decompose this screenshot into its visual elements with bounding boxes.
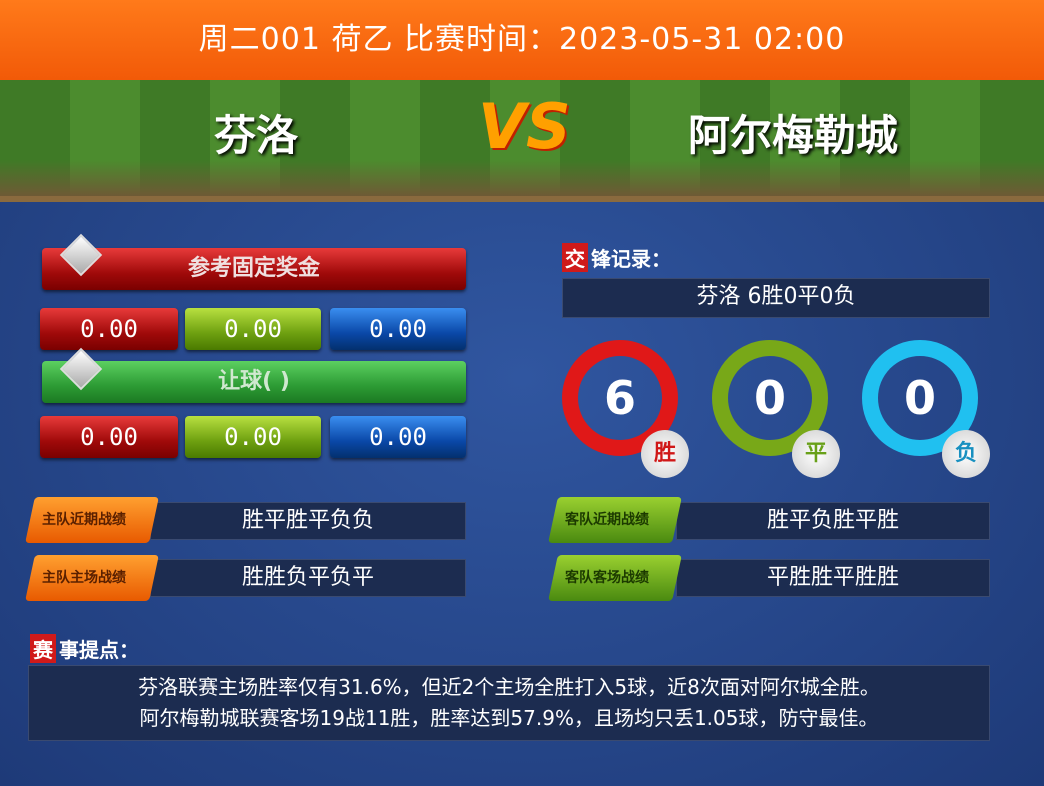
- home-recent-form: 胜平胜平负负: [150, 502, 466, 540]
- away-away-label: 客队客场战绩: [548, 555, 682, 601]
- home-team: 芬洛: [214, 111, 299, 160]
- handicap-odds-loss[interactable]: 0.00: [330, 416, 466, 458]
- vs-logo: VS: [478, 90, 571, 163]
- home-home-form: 胜胜负平负平: [150, 559, 466, 597]
- fixed-odds-loss[interactable]: 0.00: [330, 308, 466, 350]
- handicap-odds-draw[interactable]: 0.00: [185, 416, 321, 458]
- home-home-label: 主队主场战绩: [25, 555, 159, 601]
- handicap-odds-win[interactable]: 0.00: [40, 416, 178, 458]
- fixed-odds-win[interactable]: 0.00: [40, 308, 178, 350]
- match-header: 周二001 荷乙 比赛时间：2023-05-31 02:00: [0, 0, 1044, 80]
- match-banner: 芬洛 VS 阿尔梅勒城: [0, 80, 1044, 202]
- tips-title: 赛事提点：: [30, 634, 139, 663]
- tip-line: 阿尔梅勒城联赛客场19战11胜，胜率达到57.9%，且场均只丢1.05球，防守最…: [139, 706, 879, 730]
- loss-badge: 负: [942, 430, 990, 478]
- away-team: 阿尔梅勒城: [688, 111, 899, 160]
- h2h-title: 交锋记录：: [562, 243, 671, 272]
- tip-line: 芬洛联赛主场胜率仅有31.6%，但近2个主场全胜打入5球，近8次面对阿尔城全胜。: [138, 675, 880, 699]
- home-recent-label: 主队近期战绩: [25, 497, 159, 543]
- draw-badge: 平: [792, 430, 840, 478]
- away-recent-label: 客队近期战绩: [548, 497, 682, 543]
- away-recent-form: 胜平负胜平胜: [676, 502, 990, 540]
- fixed-odds-header: 参考固定奖金: [42, 248, 466, 290]
- fixed-odds-draw[interactable]: 0.00: [185, 308, 321, 350]
- match-tips: 芬洛联赛主场胜率仅有31.6%，但近2个主场全胜打入5球，近8次面对阿尔城全胜。…: [28, 665, 990, 741]
- win-badge: 胜: [641, 430, 689, 478]
- h2h-summary: 芬洛 6胜0平0负: [562, 278, 990, 318]
- away-away-form: 平胜胜平胜胜: [676, 559, 990, 597]
- handicap-header: 让球( ): [42, 361, 466, 403]
